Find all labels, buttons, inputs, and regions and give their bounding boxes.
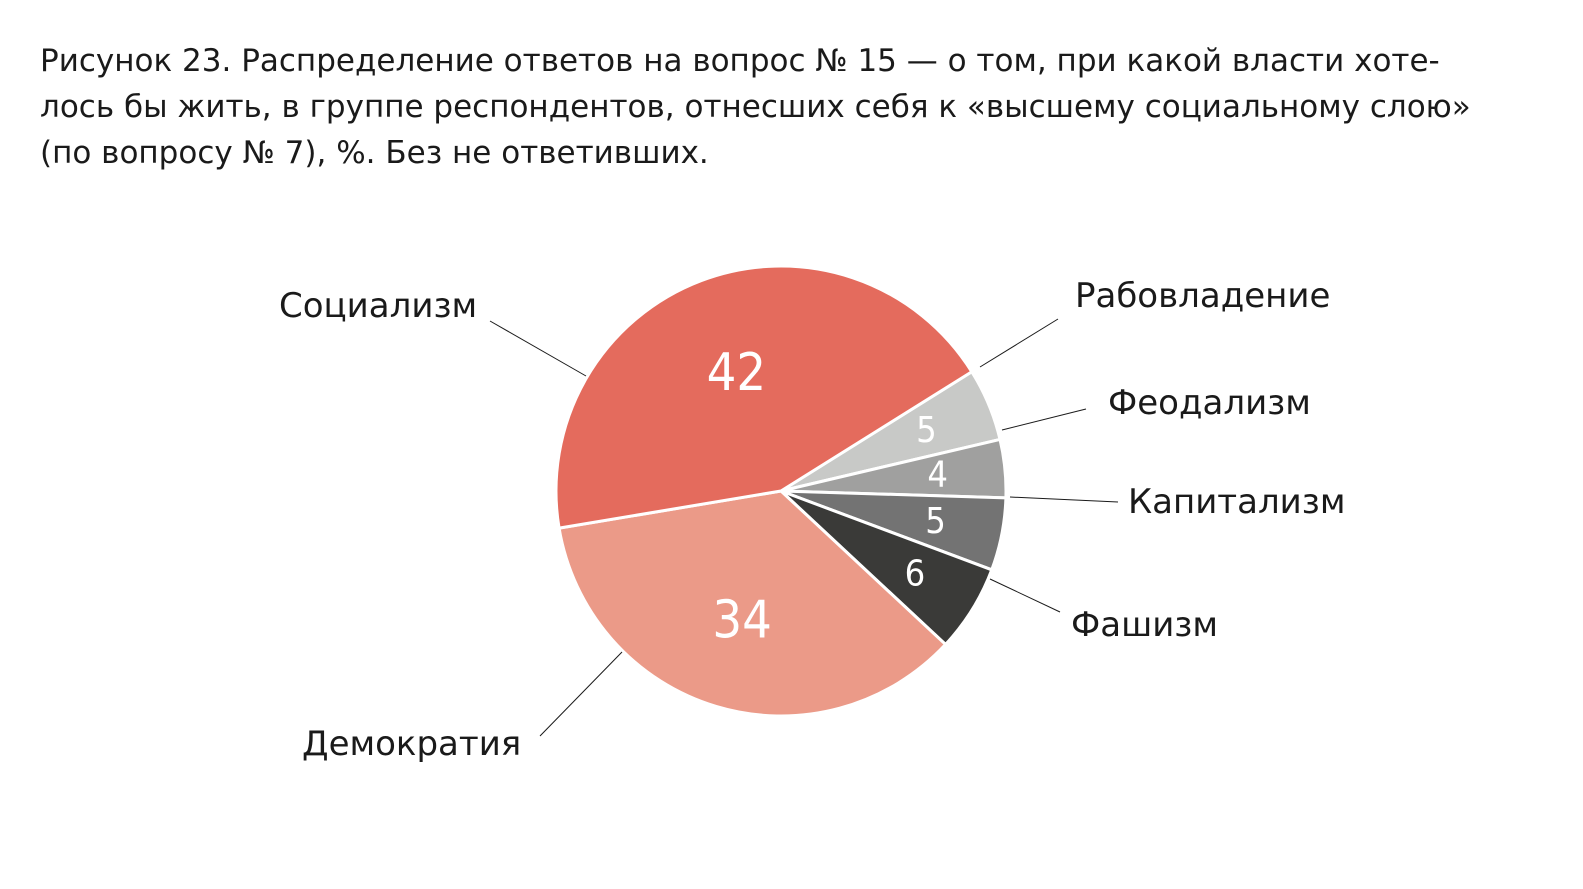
pie-value-label-5: 34 [712,590,772,650]
leader-line-3 [1009,496,1119,503]
pie-slice-5 [557,489,948,718]
category-label-6: Социализм [279,286,477,326]
chart-title-line-1: Рисунок 23. Распределение ответов на воп… [40,43,1440,79]
leader-line-6 [489,320,587,377]
pie-value-label-1: 5 [916,410,937,451]
pie-slices [554,264,1008,718]
chart-title-line-2: лось бы жить, в группе респондентов, отн… [40,89,1471,125]
category-label-3: Капитализм [1128,482,1346,522]
leader-line-1 [979,318,1059,368]
category-label-2: Феодализм [1108,383,1311,423]
pie-value-label-4: 6 [905,553,926,594]
category-label-5: Демократия [302,724,521,764]
chart-title-line-3: (по вопросу № 7), %. Без не ответивших. [40,135,709,171]
pie-value-label-6: 42 [707,343,767,403]
leader-line-5 [539,651,623,737]
chart-title: Рисунок 23. Распределение ответов на воп… [40,38,1540,176]
pie-leader-lines [489,318,1119,737]
category-label-4: Фашизм [1071,605,1218,645]
pie-value-label-2: 4 [927,455,948,496]
pie-slice-6 [554,264,974,530]
leader-line-4 [989,578,1061,613]
leader-line-2 [1001,408,1087,431]
category-label-1: Рабовладение [1075,276,1330,316]
pie-category-labels: Рабовладение Феодализм Капитализм Фашизм Дем… [279,276,1346,764]
pie-value-label-3: 5 [925,501,946,542]
